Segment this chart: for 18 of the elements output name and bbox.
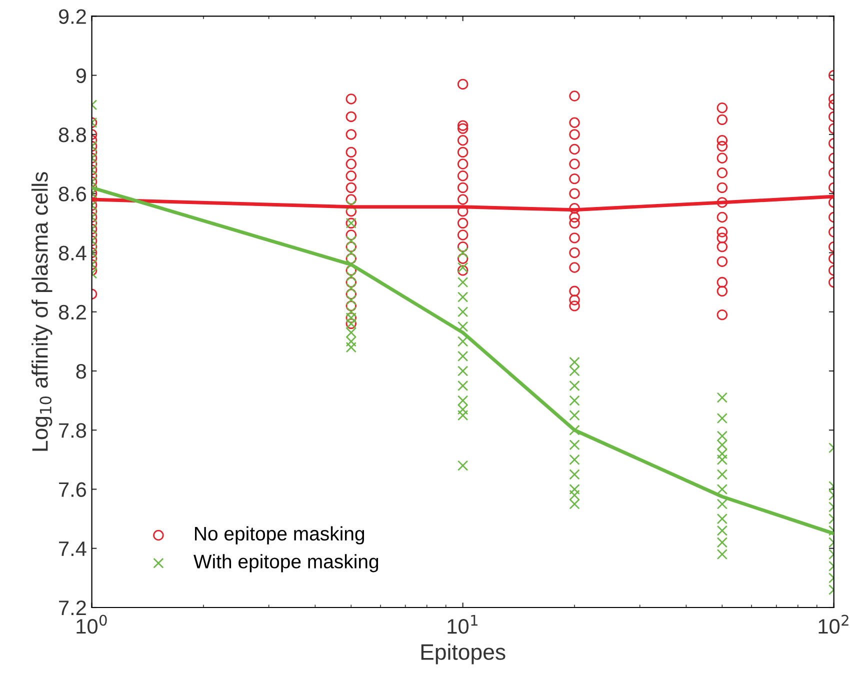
- y-tick-label: 7.6: [59, 482, 86, 497]
- x-axis-title: Epitopes: [421, 644, 506, 664]
- x-tick-label: 10$^{2}$: [818, 614, 848, 634]
- x-tick-label: 10$^{1}$: [448, 614, 478, 634]
- y-tick-label: 7.2: [59, 600, 86, 616]
- y-tick-label: 9: [76, 68, 86, 84]
- y-tick-label: 8.4: [58, 246, 86, 260]
- y-tick-label: 7.8: [59, 423, 86, 438]
- y-tick-label: 8.8: [58, 127, 86, 142]
- legend-label: No epitope masking: [195, 526, 364, 544]
- x-tick-label: 10$^{0}$: [76, 614, 107, 634]
- y-tick-label: 7.4: [59, 542, 86, 556]
- y-tick-label: 8: [76, 364, 86, 379]
- y-tick-label: 8.6: [58, 186, 86, 202]
- legend-label: With epitope masking: [194, 554, 378, 572]
- y-axis-title: Log$_{10}$ affinity of plasma cells: [32, 172, 52, 451]
- y-tick-label: 9.2: [58, 9, 86, 24]
- y-tick-label: 8.2: [58, 304, 86, 320]
